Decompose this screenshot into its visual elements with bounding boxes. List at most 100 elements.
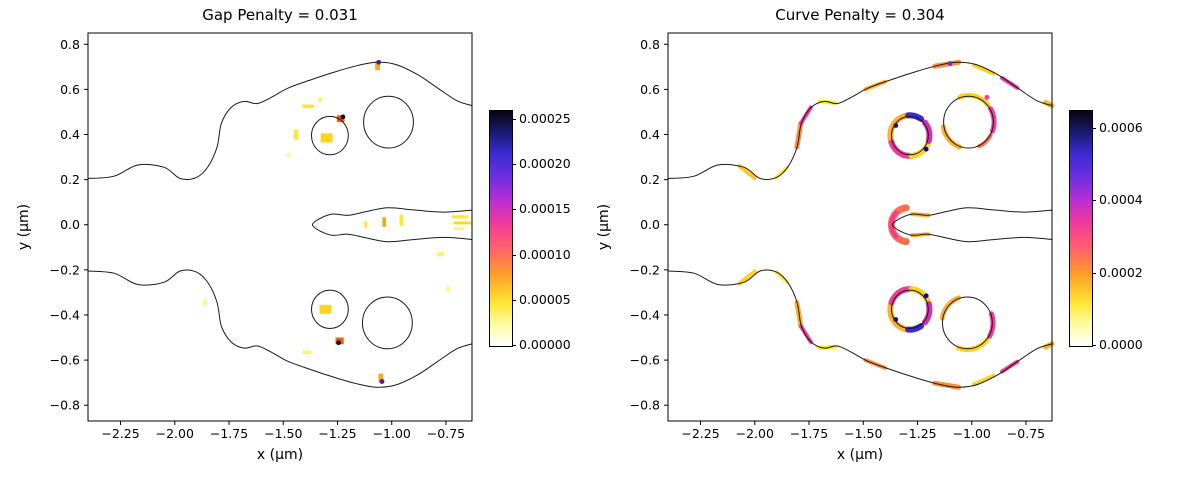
colorbar-tick xyxy=(512,209,516,211)
penalty-hotspot xyxy=(302,350,312,354)
penalty-hotspot xyxy=(336,115,345,123)
y-tick-label: −0.4 xyxy=(50,307,80,322)
subplot-gap-penalty: Gap Penalty = 0.031 y (μm) x (μm) −2.25−… xyxy=(0,0,571,484)
penalty-peak-dot xyxy=(923,293,929,299)
colorbar-tick-label: 0.00000 xyxy=(519,337,571,352)
penalty-rim-arc xyxy=(921,119,933,144)
penalty-hotspot xyxy=(382,217,386,227)
device-contour xyxy=(667,269,1053,388)
penalty-peak-dot xyxy=(336,340,341,346)
y-tick-label: 0.6 xyxy=(60,82,80,97)
plot-canvas-curve: −2.25 −2.00 −1.75 −1.50 −1.25 −1.00 −0.75 −0.8 −… xyxy=(630,32,1055,441)
colorbar-tick xyxy=(1092,128,1096,130)
axes-spines xyxy=(87,32,473,422)
x-tick-label: −0.75 xyxy=(427,426,465,441)
x-tick-label: −0.75 xyxy=(1007,426,1045,441)
device-hole-contour xyxy=(942,296,993,350)
y-tick-label: −0.4 xyxy=(630,307,660,322)
axes-spines xyxy=(667,32,1053,422)
penalty-hotspot xyxy=(453,227,465,231)
penalty-peak-dot xyxy=(984,94,990,100)
penalty-rim-arc xyxy=(888,139,915,159)
device-hole-contour xyxy=(363,95,414,149)
x-tick-label: −1.50 xyxy=(844,426,882,441)
x-tick-label: −1.75 xyxy=(210,426,248,441)
y-tick-label: 0.2 xyxy=(60,172,80,187)
penalty-peak-dot xyxy=(376,59,382,65)
penalty-rim-arc xyxy=(887,299,912,333)
penalty-rim-arc xyxy=(921,301,933,326)
plot-title: Gap Penalty = 0.031 xyxy=(202,6,358,24)
penalty-boundary-segment xyxy=(737,269,757,286)
device-hole-contour xyxy=(362,296,413,350)
colorbar-tick xyxy=(512,164,516,166)
colorbar-tick xyxy=(512,254,516,256)
penalty-hotspot xyxy=(378,373,384,383)
device-hole-contour xyxy=(891,289,929,329)
device-contour xyxy=(311,207,473,243)
y-tick-label: −0.6 xyxy=(630,353,660,368)
colorbar-tick-label: 0.0002 xyxy=(1099,264,1143,280)
penalty-rim-arc xyxy=(905,323,925,333)
device-hole-contour xyxy=(943,95,994,149)
y-tick-label: 0.4 xyxy=(60,127,80,142)
penalty-hotspot xyxy=(375,61,380,71)
penalty-hotspot xyxy=(302,104,315,109)
penalty-hotspot xyxy=(294,129,299,140)
device-hole-contour xyxy=(311,115,349,156)
colorbar-tick-label: 0.00005 xyxy=(519,291,571,307)
x-tick-label: −2.25 xyxy=(681,426,719,441)
penalty-rim-arc xyxy=(939,295,962,321)
penalty-rim-arc xyxy=(905,112,925,122)
y-tick-label: −0.8 xyxy=(50,398,80,413)
colorbar-tick xyxy=(512,299,516,301)
y-tick-label: 0.0 xyxy=(640,217,660,232)
x-axis-label: x (μm) xyxy=(256,447,304,463)
penalty-hotspot xyxy=(399,214,404,226)
penalty-hotspot xyxy=(203,299,208,307)
colorbar-tick-label: 0.0006 xyxy=(1099,120,1143,136)
device-contour xyxy=(87,61,473,180)
penalty-rim-arc xyxy=(908,137,932,159)
colorbar-tick xyxy=(1092,345,1096,346)
penalty-boundary-segment xyxy=(971,373,996,387)
penalty-rim-arc xyxy=(956,337,990,353)
penalty-rim-arc xyxy=(888,285,915,306)
y-tick-label: 0.4 xyxy=(640,127,660,142)
penalty-rim-arc xyxy=(988,106,997,134)
x-tick-label: −2.00 xyxy=(156,426,194,441)
colorbar-tick xyxy=(512,119,516,120)
colorbar-tick-label: 0.0000 xyxy=(1099,337,1143,352)
subplot-curve-penalty: Curve Penalty = 0.304 y (μm) x (μm) −2.2… xyxy=(580,0,1177,484)
penalty-rim-arc xyxy=(889,210,899,239)
y-tick-label: −0.2 xyxy=(630,262,660,277)
plot-canvas-gap: −2.25 −2.00 −1.75 −1.50 −1.25 −1.00 −0.75 −0.8 −… xyxy=(50,32,473,441)
y-tick-label: 0.8 xyxy=(60,37,80,52)
colorbar-tick xyxy=(512,345,516,346)
colorbar-tick xyxy=(1092,272,1096,274)
penalty-peak-dot xyxy=(923,146,929,152)
penalty-hotspot xyxy=(320,133,333,143)
y-tick-label: −0.6 xyxy=(50,353,80,368)
colorbar-curve xyxy=(1069,110,1093,347)
x-tick-label: −1.50 xyxy=(264,426,302,441)
y-tick-label: −0.2 xyxy=(50,262,80,277)
device-contour xyxy=(891,207,1053,243)
penalty-hotspot xyxy=(453,221,471,225)
plot-data-layer xyxy=(87,59,473,388)
penalty-rim-arc xyxy=(957,93,991,108)
penalty-boundary-segment xyxy=(971,63,996,76)
penalty-rim-arc xyxy=(940,124,963,150)
y-tick-label: 0.0 xyxy=(60,217,80,232)
y-tick-label: −0.8 xyxy=(630,398,660,413)
x-tick-label: −1.00 xyxy=(953,426,991,441)
device-hole-contour xyxy=(891,115,929,156)
x-tick-label: −2.25 xyxy=(101,426,139,441)
y-tick-label: 0.8 xyxy=(640,37,660,52)
colorbar-tick-label: 0.00020 xyxy=(519,156,571,172)
device-contour xyxy=(667,61,1053,180)
colorbar-tick-label: 0.00025 xyxy=(519,111,571,126)
penalty-rim-arc xyxy=(908,286,932,308)
penalty-rim-arc xyxy=(987,311,996,339)
